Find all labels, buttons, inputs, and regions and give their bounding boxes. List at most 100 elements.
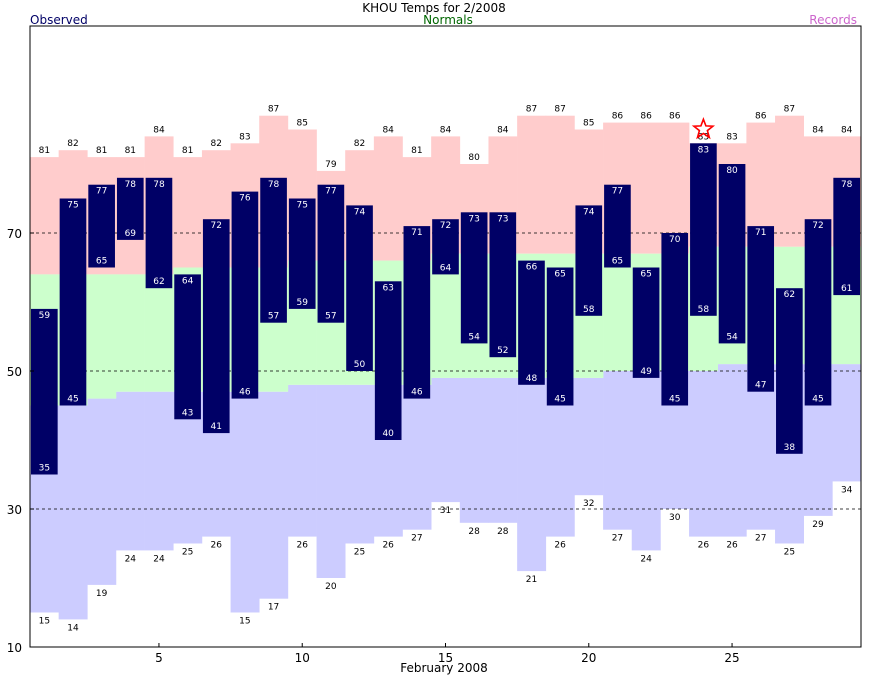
record-low-label: 25 — [354, 548, 365, 558]
data-labels: 59 35 81 15 75 45 82 14 77 65 81 19 78 69 81 24 78 62 84 24… — [39, 105, 853, 634]
record-low-label: 30 — [669, 513, 681, 523]
observed-bar — [59, 198, 87, 406]
record-high-label: 85 — [296, 119, 307, 129]
record-high-label: 80 — [468, 153, 480, 163]
observed-low-label: 48 — [526, 374, 538, 384]
record-low-band — [689, 371, 719, 537]
record-high-band — [30, 157, 59, 275]
observed-bar — [403, 226, 431, 399]
observed-low-label: 45 — [67, 395, 78, 405]
observed-bar — [346, 205, 373, 371]
observed-low-label: 50 — [354, 360, 366, 370]
record-low-band — [287, 384, 317, 537]
x-axis-label: February 2008 — [400, 661, 488, 675]
record-low-label: 26 — [296, 541, 308, 551]
record-high-band — [173, 157, 203, 268]
observed-high-label: 75 — [67, 201, 78, 211]
record-high-band — [545, 115, 575, 254]
observed-low-label: 62 — [153, 277, 164, 287]
observed-low-label: 58 — [698, 305, 710, 315]
observed-low-label: 43 — [182, 408, 193, 418]
record-high-label: 87 — [784, 105, 795, 115]
record-high-band — [775, 115, 804, 247]
observed-low-label: 49 — [640, 367, 652, 377]
record-low-band — [459, 377, 489, 523]
record-low-band — [717, 364, 747, 537]
x-tick-label: 15 — [438, 651, 453, 665]
record-low-label: 15 — [239, 617, 250, 627]
record-low-label: 27 — [755, 534, 766, 544]
observed-low-label: 57 — [325, 312, 336, 322]
observed-low-label: 65 — [612, 257, 623, 267]
record-low-band — [631, 371, 661, 551]
observed-high-label: 78 — [153, 180, 165, 190]
observed-bar — [575, 205, 603, 316]
record-low-label: 26 — [382, 541, 394, 551]
record-low-label: 28 — [497, 527, 509, 537]
record-low-band — [517, 377, 547, 572]
observed-bar — [202, 219, 230, 434]
record-high-label: 82 — [211, 139, 222, 149]
record-low-band — [345, 384, 375, 544]
record-low-label: 32 — [583, 499, 594, 509]
observed-bar — [489, 212, 517, 358]
observed-low-label: 40 — [382, 429, 394, 439]
observed-low-label: 38 — [784, 443, 796, 453]
record-high-label: 86 — [640, 112, 652, 122]
observed-high-label: 77 — [96, 187, 107, 197]
observed-high-label: 77 — [325, 187, 336, 197]
observed-low-label: 45 — [554, 395, 565, 405]
observed-high-label: 80 — [726, 166, 738, 176]
observed-high-label: 66 — [526, 263, 538, 273]
observed-high-label: 62 — [784, 290, 795, 300]
observed-bar — [546, 267, 574, 406]
observed-high-label: 73 — [497, 214, 508, 224]
record-low-label: 26 — [698, 541, 710, 551]
record-low-label: 14 — [67, 623, 79, 633]
record-high-label: 83 — [726, 132, 737, 142]
observed-low-label: 69 — [125, 229, 137, 239]
observed-high-label: 76 — [239, 194, 251, 204]
record-high-label: 81 — [96, 146, 107, 156]
record-low-band — [402, 384, 432, 530]
y-tick-label: 10 — [7, 641, 22, 655]
observed-high-label: 65 — [554, 270, 565, 280]
x-tick-label: 10 — [295, 651, 310, 665]
record-low-band — [316, 384, 346, 578]
record-high-label: 82 — [67, 139, 78, 149]
record-high-band — [517, 115, 547, 254]
record-high-label: 81 — [411, 146, 422, 156]
observed-bar — [432, 219, 459, 275]
record-low-label: 21 — [526, 575, 537, 585]
record-high-label: 84 — [841, 125, 853, 135]
record-low-label: 24 — [125, 554, 137, 564]
observed-bar — [116, 177, 144, 240]
observed-high-label: 59 — [39, 311, 51, 321]
observed-low-label: 59 — [296, 298, 308, 308]
observed-low-label: 57 — [268, 312, 279, 322]
record-high-label: 85 — [583, 119, 594, 129]
record-high-label: 84 — [382, 125, 394, 135]
normal-range-band — [87, 274, 117, 399]
record-low-band — [488, 377, 518, 523]
record-high-label: 79 — [325, 160, 337, 170]
observed-low-label: 47 — [755, 381, 766, 391]
record-high-label: 81 — [182, 146, 193, 156]
record-low-band — [87, 398, 117, 585]
observed-high-label: 63 — [382, 283, 393, 293]
record-high-label: 82 — [354, 139, 365, 149]
record-low-label: 24 — [640, 554, 652, 564]
observed-low-label: 58 — [583, 305, 595, 315]
observed-low-label: 45 — [812, 395, 823, 405]
observed-bar — [518, 260, 545, 385]
record-low-label: 29 — [812, 520, 824, 530]
normal-range-band — [144, 274, 174, 392]
y-tick-label: 30 — [7, 503, 22, 517]
record-high-label: 84 — [153, 125, 165, 135]
observed-bar — [661, 233, 689, 406]
record-star-icon — [691, 117, 716, 140]
record-low-band — [603, 371, 633, 530]
observed-bar — [460, 212, 488, 344]
observed-high-label: 71 — [411, 228, 422, 238]
